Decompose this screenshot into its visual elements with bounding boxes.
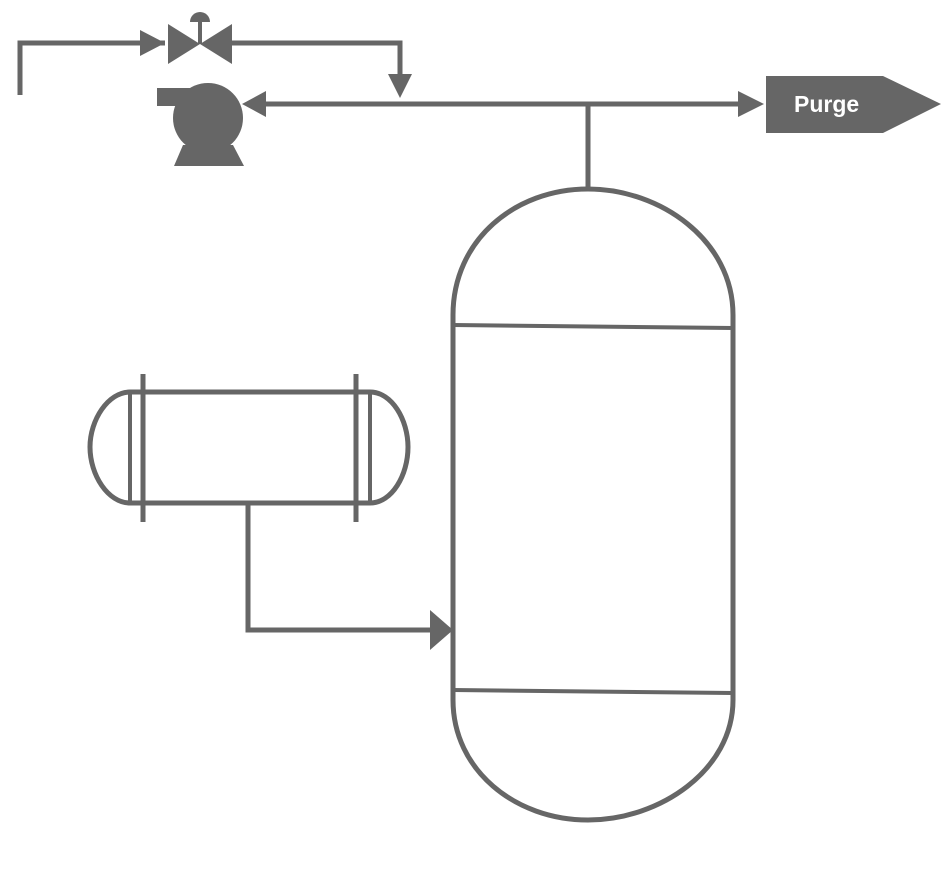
vessel-inlet-arrowhead <box>430 610 453 650</box>
valve-with-actuator-icon <box>168 12 232 64</box>
pump-suction-arrowhead <box>242 91 266 117</box>
valve-outlet-arrowhead <box>388 74 412 98</box>
purge-arrowhead <box>738 91 764 117</box>
exchanger-outlet-line <box>245 503 430 633</box>
purge-connector[interactable]: Purge <box>766 76 941 133</box>
valve-outlet-line <box>232 40 403 80</box>
purge-label: Purge <box>794 91 859 117</box>
feed-arrowhead <box>140 30 165 56</box>
exchanger-icon <box>87 374 411 522</box>
vessel-upper-tangent-line <box>452 323 734 330</box>
vertical-vessel <box>450 186 736 823</box>
feed-inlet-line <box>17 40 165 95</box>
pump-icon <box>157 83 244 166</box>
purge-shape <box>766 76 941 133</box>
vessel-lower-tangent-line <box>452 688 734 695</box>
